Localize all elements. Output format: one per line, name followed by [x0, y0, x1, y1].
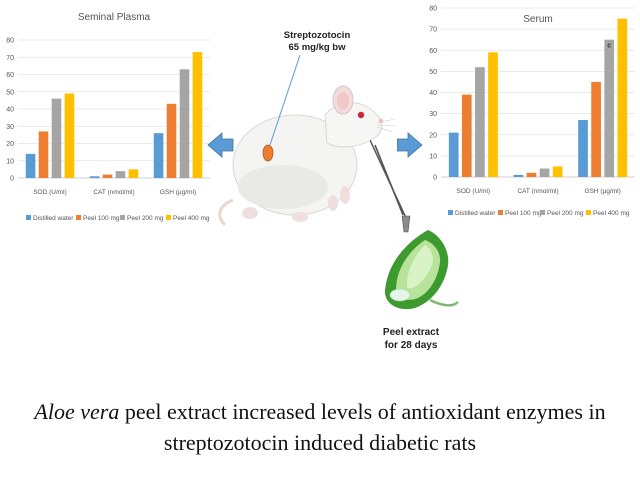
y-tick-label: 60 — [6, 72, 14, 79]
y-tick-label: 50 — [429, 69, 437, 76]
bar — [578, 119, 588, 177]
y-tick-label: 50 — [6, 89, 14, 96]
chart-serum: Serum 0 10 20 30 40 50 60 70 80 SOD (U/ml) CAT (nmo… — [429, 6, 635, 217]
legend-swatch — [540, 210, 545, 215]
legend-swatch — [120, 215, 125, 220]
legend-label: Peel 400 mg — [593, 210, 630, 217]
streptozotocin-label: Streptozotocin 65 mg/kg bw — [262, 30, 372, 54]
y-tick-label: 10 — [429, 153, 437, 160]
aloe-vera-slice-icon — [370, 140, 459, 310]
bar — [115, 171, 126, 178]
bar — [539, 168, 550, 177]
category-label: SOD (U/ml) — [457, 188, 491, 195]
bar — [488, 52, 498, 177]
bar — [461, 94, 472, 177]
rat-illustration — [207, 55, 404, 227]
y-tick-label: 20 — [6, 141, 14, 148]
category-label: GSH (µg/ml) — [585, 188, 621, 195]
rat-tail — [218, 198, 234, 227]
y-tick-label: 0 — [10, 176, 14, 183]
bar — [102, 174, 113, 178]
injection-site-icon — [262, 144, 274, 162]
rat-eye — [357, 111, 365, 119]
legend-swatch — [586, 210, 591, 215]
bar — [25, 153, 36, 178]
peel-extract-label-line2: for 28 days — [384, 340, 438, 351]
streptozotocin-label-line2: 65 mg/kg bw — [288, 42, 346, 53]
y-tick-label: 70 — [429, 27, 437, 34]
bar — [591, 81, 601, 177]
bar — [448, 132, 459, 177]
legend-label: Distilled water — [455, 210, 496, 217]
y-tick-label: 0 — [433, 175, 437, 182]
legend-label: Distilled water — [33, 215, 74, 222]
arrow-left-icon — [207, 132, 234, 158]
bar — [604, 39, 615, 177]
legend-swatch — [76, 215, 81, 220]
legend-swatch — [498, 210, 503, 215]
caption-text: peel extract increased levels of antioxi… — [119, 399, 606, 455]
category-label: SOD (U/ml) — [33, 189, 67, 196]
bar — [64, 93, 75, 178]
injection-pointer — [269, 55, 301, 146]
chart-title: Serum — [523, 14, 552, 25]
bar — [166, 103, 177, 178]
bar — [153, 133, 164, 178]
bar — [526, 172, 537, 177]
y-tick-label: 60 — [429, 48, 437, 55]
bar-annotation: c — [607, 43, 611, 50]
legend-label: Peel 100 mg — [505, 210, 542, 217]
y-tick-label: 70 — [6, 55, 14, 62]
bar — [179, 69, 190, 178]
y-tick-label: 40 — [429, 90, 437, 97]
bar — [51, 98, 62, 178]
legend-label: Peel 400 mg — [173, 215, 210, 222]
y-tick-label: 40 — [6, 107, 14, 114]
category-label: GSH (µg/ml) — [160, 189, 196, 196]
y-tick-label: 80 — [429, 6, 437, 13]
legend-label: Peel 200 mg — [127, 215, 164, 222]
streptozotocin-label-line1: Streptozotocin — [283, 30, 351, 41]
y-tick-label: 20 — [429, 132, 437, 139]
bar — [513, 174, 524, 177]
y-tick-label: 30 — [6, 124, 14, 131]
arrow-right-icon — [397, 132, 423, 158]
legend-label: Peel 100 mg — [83, 215, 120, 222]
bar — [128, 169, 139, 178]
caption-italic: Aloe vera — [34, 399, 120, 424]
bar — [192, 52, 203, 179]
legend-swatch — [26, 215, 31, 220]
chart-seminal-plasma: Seminal Plasma 0 10 20 30 40 50 60 70 80 SOD (U/ml… — [6, 12, 210, 222]
legend-swatch — [448, 210, 453, 215]
category-label: CAT (nmol/ml) — [517, 188, 558, 195]
bar — [89, 176, 100, 178]
figure-caption: Aloe vera peel extract increased levels … — [10, 396, 630, 458]
bar — [475, 67, 485, 177]
category-label: CAT (nmol/ml) — [93, 189, 134, 196]
chart-title: Seminal Plasma — [78, 12, 151, 23]
bar — [38, 131, 49, 178]
peel-extract-label: Peel extract for 28 days — [366, 326, 456, 352]
legend-swatch — [166, 215, 171, 220]
legend-label: Peel 200 mg — [547, 210, 584, 217]
y-tick-label: 10 — [6, 158, 14, 165]
bar — [552, 166, 563, 177]
y-tick-label: 80 — [6, 38, 14, 45]
bar — [617, 18, 628, 177]
peel-extract-label-line1: Peel extract — [382, 327, 440, 338]
y-tick-label: 30 — [429, 111, 437, 118]
